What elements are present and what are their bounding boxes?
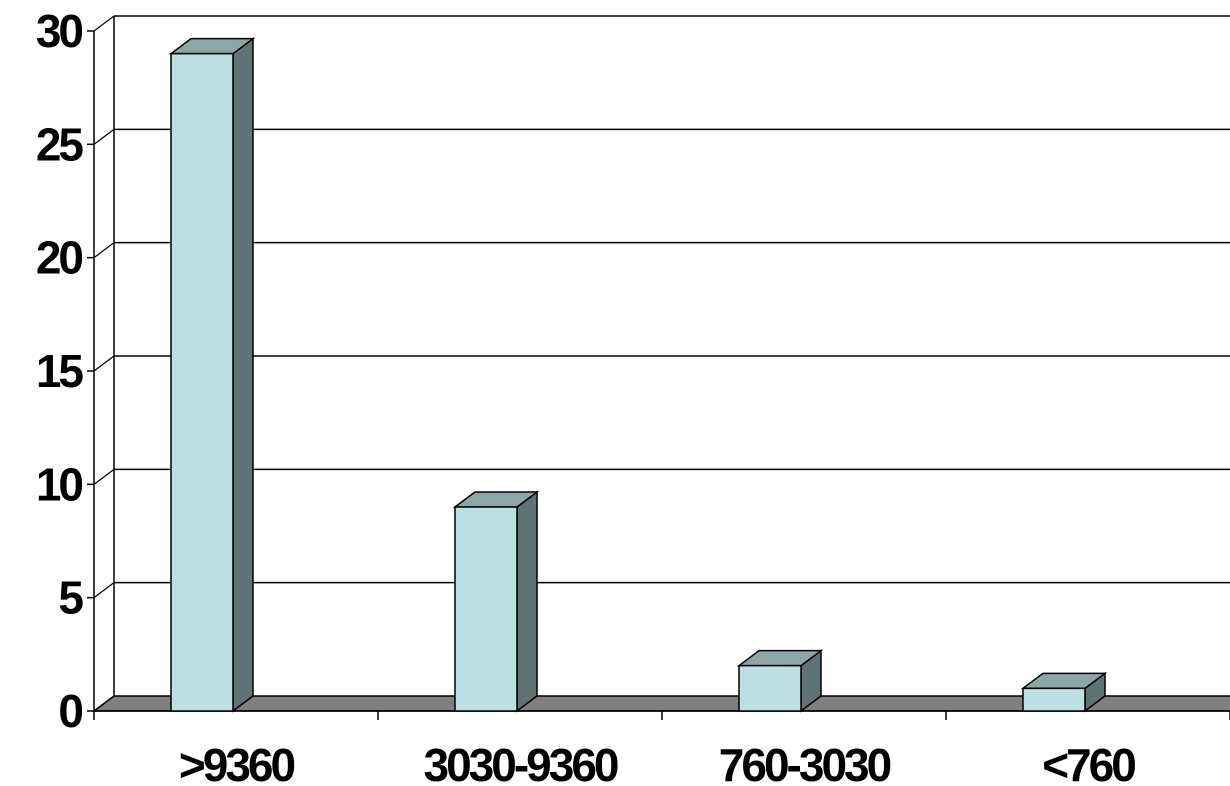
- y-tick-label: 30: [36, 5, 83, 57]
- bar-3: [1020, 671, 1108, 713]
- gridline-depth: [93, 468, 115, 485]
- y-tick-label: 0: [58, 685, 82, 737]
- y-tick-label: 10: [36, 458, 83, 510]
- y-tick-label: 15: [36, 345, 84, 397]
- y-tick-label: 5: [58, 572, 83, 624]
- bar-front-face: [1022, 687, 1086, 712]
- bar-1: [452, 490, 540, 713]
- y-tick-label: 20: [36, 232, 83, 284]
- gridline-depth: [93, 355, 115, 372]
- gridline-depth: [93, 695, 115, 712]
- x-tick-label: 3030-9360: [424, 739, 618, 786]
- gridline-depth: [93, 242, 115, 259]
- bar-front-face: [454, 506, 518, 712]
- x-tick-label: >9360: [179, 739, 295, 786]
- gridline-depth: [93, 128, 115, 145]
- gridline-depth: [93, 15, 115, 32]
- axes: [87, 30, 1230, 720]
- bar-side-face: [232, 37, 254, 713]
- x-tick-label: <760: [1042, 739, 1135, 786]
- bar-2: [736, 649, 824, 713]
- gridline-depth: [93, 582, 115, 599]
- tick-labels: 0 5 10 15 20 25 30 >9360 3030-9360 760-3030 <760: [36, 5, 1138, 786]
- bar-0: [168, 37, 256, 713]
- x-tick-label: 760-3030: [719, 739, 891, 786]
- bar-front-face: [170, 52, 234, 712]
- bar-side-face: [516, 490, 538, 713]
- y-tick-label: 25: [36, 118, 84, 170]
- bars: [168, 37, 1108, 713]
- bar-front-face: [738, 664, 802, 712]
- gridlines: [91, 15, 1230, 712]
